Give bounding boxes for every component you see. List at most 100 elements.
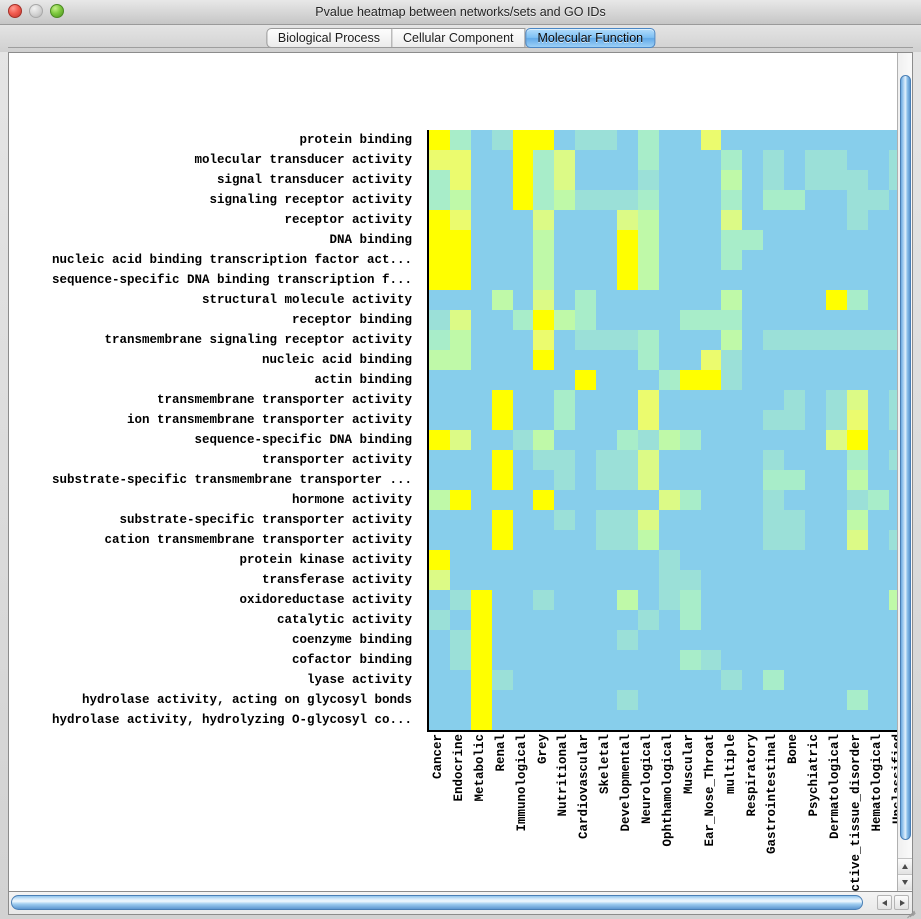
heatmap-cell <box>825 530 847 550</box>
heatmap-cell <box>846 530 868 550</box>
heatmap-cell <box>554 590 576 610</box>
heatmap-cell <box>721 370 743 390</box>
heatmap-cell <box>637 510 659 530</box>
heatmap-cell <box>784 630 806 650</box>
heatmap-cell <box>491 290 513 310</box>
heatmap-cell <box>449 590 471 610</box>
heatmap-cell <box>805 650 826 670</box>
row-label: hormone activity <box>291 493 412 507</box>
heatmap-cell <box>470 710 492 730</box>
scroll-down-button[interactable] <box>898 874 912 890</box>
heatmap-cell <box>533 590 555 610</box>
heatmap-cell <box>449 510 471 530</box>
heatmap-cell <box>449 690 471 710</box>
heatmap-cell <box>658 670 680 690</box>
row-label: catalytic activity <box>276 613 412 627</box>
horizontal-scrollbar-thumb[interactable] <box>11 895 863 910</box>
heatmap-cell <box>449 470 471 490</box>
zoom-button[interactable] <box>50 4 64 18</box>
window-title: Pvalue heatmap between networks/sets and… <box>315 5 606 19</box>
heatmap-cell <box>617 670 638 690</box>
heatmap-cell <box>617 650 638 670</box>
heatmap-cell <box>596 470 618 490</box>
heatmap-cell <box>763 530 785 550</box>
heatmap-cell <box>867 190 889 210</box>
heatmap-cell <box>721 670 743 690</box>
heatmap-cell <box>491 330 513 350</box>
heatmap-cell <box>617 570 638 590</box>
heatmap-cell <box>700 150 722 170</box>
heatmap-cell <box>658 590 680 610</box>
heatmap-cell <box>679 430 701 450</box>
heatmap-cell <box>846 250 868 270</box>
vertical-scrollbar[interactable] <box>897 53 912 891</box>
heatmap-cell <box>470 490 492 510</box>
row-label: oxidoreductase activity <box>239 593 412 607</box>
heatmap-cell <box>763 170 785 190</box>
tab-molecular-function[interactable]: Molecular Function <box>525 28 656 48</box>
tab-cellular-component[interactable]: Cellular Component <box>392 28 526 48</box>
heatmap-cell <box>784 690 806 710</box>
scroll-right-button[interactable] <box>894 895 909 910</box>
heatmap-cell <box>575 190 597 210</box>
heatmap-cell <box>867 290 889 310</box>
heatmap-cell <box>554 190 576 210</box>
heatmap-cell <box>846 350 868 370</box>
heatmap-cell <box>449 290 471 310</box>
horizontal-scrollbar[interactable] <box>8 891 913 915</box>
heatmap-cell <box>554 170 576 190</box>
vertical-scrollbar-thumb[interactable] <box>900 75 911 840</box>
heatmap-cell <box>429 210 450 230</box>
heatmap-cell <box>825 650 847 670</box>
heatmap-cell <box>846 570 868 590</box>
close-button[interactable] <box>8 4 22 18</box>
heatmap-cell <box>784 270 806 290</box>
heatmap-cell <box>512 710 534 730</box>
row-label: receptor activity <box>284 213 412 227</box>
triangle-up-icon <box>902 864 908 869</box>
heatmap-cell <box>470 550 492 570</box>
tab-biological-process[interactable]: Biological Process <box>265 28 393 48</box>
heatmap-cell <box>742 290 764 310</box>
heatmap-cell <box>721 330 743 350</box>
row-label: nucleic acid binding <box>261 353 412 367</box>
heatmap-cell <box>491 450 513 470</box>
minimize-button[interactable] <box>29 4 43 18</box>
heatmap-cell <box>617 550 638 570</box>
heatmap-cell <box>470 670 492 690</box>
heatmap-cell <box>637 130 659 150</box>
heatmap-cell <box>784 150 806 170</box>
heatmap-cell <box>449 530 471 550</box>
heatmap-cell <box>429 570 450 590</box>
heatmap-cell <box>742 650 764 670</box>
heatmap-cell <box>700 270 722 290</box>
row-label: substrate-specific transporter activity <box>119 513 412 527</box>
heatmap-cell <box>721 390 743 410</box>
heatmap-cell <box>825 690 847 710</box>
column-label: Respiratory <box>744 734 759 817</box>
heatmap-cell <box>825 410 847 430</box>
heatmap-cell <box>805 250 826 270</box>
heatmap-cell <box>617 310 638 330</box>
heatmap-cell <box>846 590 868 610</box>
heatmap-cell <box>533 510 555 530</box>
heatmap-cell <box>658 170 680 190</box>
heatmap-cell <box>867 530 889 550</box>
heatmap-cell <box>533 330 555 350</box>
heatmap-cell <box>867 470 889 490</box>
scroll-up-button[interactable] <box>898 858 912 874</box>
heatmap-cell <box>637 150 659 170</box>
heatmap-cell <box>512 210 534 230</box>
heatmap-cell <box>658 510 680 530</box>
column-label: Endocrine <box>451 734 466 802</box>
resize-grip[interactable] <box>905 904 918 919</box>
heatmap-cell <box>658 370 680 390</box>
heatmap-cell <box>512 470 534 490</box>
heatmap-cell <box>533 610 555 630</box>
heatmap-cell <box>554 250 576 270</box>
scroll-left-button[interactable] <box>877 895 892 910</box>
heatmap-cell <box>846 190 868 210</box>
heatmap-cell <box>449 710 471 730</box>
heatmap-cell <box>742 490 764 510</box>
